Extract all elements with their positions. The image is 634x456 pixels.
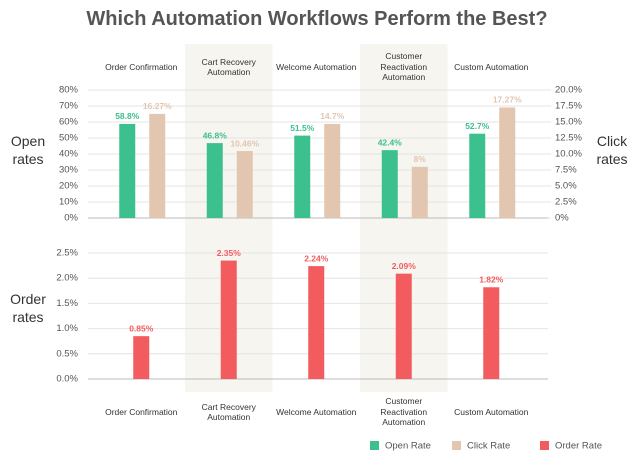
bar [206, 143, 223, 218]
value-label: 17.27% [493, 95, 522, 105]
y2-axis-label: Click rates [596, 133, 628, 167]
legend-label: Click Rate [467, 441, 510, 452]
bar [324, 123, 341, 218]
value-label: 2.24% [304, 253, 329, 263]
category-label: Welcome Automation [276, 61, 357, 72]
value-label: 14.7% [320, 111, 345, 121]
legend-label: Order Rate [555, 441, 602, 452]
y-tick-label: 80% [59, 85, 79, 96]
value-label: 52.7% [465, 121, 490, 131]
category-label: Welcome Automation [276, 406, 357, 417]
y-axis-label: Open rates [10, 133, 46, 167]
y-tick-label: 10% [59, 197, 79, 208]
category-label: Cart Recovery Automation [201, 401, 256, 423]
value-label: 0.85% [129, 323, 154, 333]
legend-label: Open Rate [385, 441, 431, 452]
value-label: 42.4% [378, 137, 403, 147]
y-tick-label: 0% [64, 213, 78, 224]
y-axis-label: Order rates [10, 291, 46, 325]
y-tick-label: 0.5% [56, 348, 78, 359]
y-tick-label: 50% [59, 133, 79, 144]
legend-swatch [370, 441, 379, 450]
y-tick-label: 2.0% [56, 273, 78, 284]
bar [469, 133, 486, 218]
y-tick-label: 30% [59, 165, 79, 176]
value-label: 2.35% [217, 248, 242, 258]
category-label: Custom Automation [454, 61, 529, 72]
legend-swatch [452, 441, 461, 450]
category-label: Cart Recovery Automation [201, 56, 256, 78]
value-label: 51.5% [290, 123, 315, 133]
bar [411, 166, 428, 218]
bar [149, 113, 166, 218]
value-label: 10.46% [230, 138, 259, 148]
bar [499, 107, 516, 218]
y2-tick-label: 0% [555, 213, 569, 224]
y-tick-label: 60% [59, 117, 79, 128]
y-tick-label: 0.0% [56, 374, 78, 385]
chart-title: Which Automation Workflows Perform the B… [86, 8, 548, 30]
bar [133, 336, 150, 379]
y2-tick-label: 17.5% [555, 101, 582, 112]
bar [294, 135, 311, 218]
bar [308, 266, 325, 379]
y2-tick-label: 20.0% [555, 85, 582, 96]
value-label: 46.8% [203, 130, 228, 140]
bar [381, 150, 398, 218]
y2-tick-label: 7.5% [555, 165, 577, 176]
category-label: Order Confirmation [105, 61, 178, 72]
y2-tick-label: 10.0% [555, 149, 582, 160]
y2-tick-label: 15.0% [555, 117, 582, 128]
value-label: 2.09% [392, 261, 417, 271]
y2-tick-label: 2.5% [555, 197, 577, 208]
y-tick-label: 2.5% [56, 248, 78, 259]
y-tick-label: 1.0% [56, 323, 78, 334]
y-tick-label: 40% [59, 149, 79, 160]
bar [236, 151, 253, 218]
value-label: 58.8% [115, 111, 140, 121]
category-label: Customer Reactivation Automation [380, 396, 428, 428]
value-label: 1.82% [479, 275, 504, 285]
category-label: Customer Reactivation Automation [380, 51, 428, 83]
bar [483, 287, 500, 379]
bar [119, 123, 136, 218]
y-tick-label: 20% [59, 181, 79, 192]
legend-swatch [540, 441, 549, 450]
value-label: 16.27% [143, 101, 172, 111]
y2-tick-label: 5.0% [555, 181, 577, 192]
y-tick-label: 1.5% [56, 298, 78, 309]
bar [220, 260, 237, 379]
bar [395, 273, 412, 379]
y2-tick-label: 12.5% [555, 133, 582, 144]
category-label: Order Confirmation [105, 406, 178, 417]
y-tick-label: 70% [59, 101, 79, 112]
value-label: 8% [414, 154, 427, 164]
category-label: Custom Automation [454, 406, 529, 417]
